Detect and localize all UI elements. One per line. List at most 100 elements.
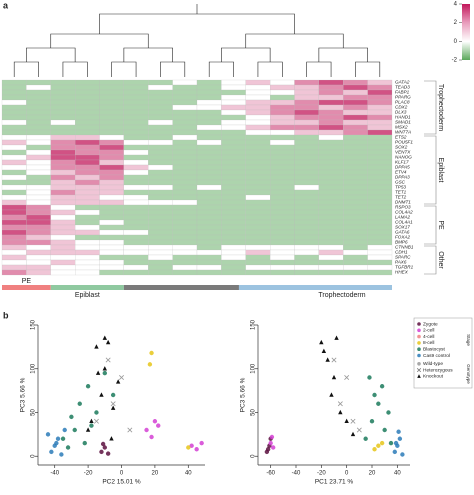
heatmap-cell xyxy=(367,179,393,186)
heatmap-cell xyxy=(245,89,271,96)
heatmap-cell xyxy=(172,84,198,91)
heatmap-cell xyxy=(270,139,295,146)
heatmap-cell xyxy=(123,269,149,276)
heatmap-cell xyxy=(245,204,271,211)
heatmap-cell xyxy=(26,249,51,256)
heatmap-cell xyxy=(221,234,246,241)
heatmap-cell xyxy=(367,214,393,221)
dendrogram-branch xyxy=(50,33,149,48)
heatmap-cell xyxy=(99,99,124,106)
heatmap-cell xyxy=(123,174,149,181)
gene-label: COL4A2 xyxy=(395,210,413,215)
heatmap-cell xyxy=(245,224,271,231)
heatmap-cell xyxy=(99,254,124,261)
heatmap-cell xyxy=(343,94,368,101)
heatmap-cell xyxy=(172,164,198,171)
heatmap-cell xyxy=(270,219,295,226)
heatmap-cell xyxy=(343,104,368,111)
heatmap-cell xyxy=(50,109,76,116)
gene-label: TEAD3 xyxy=(395,85,410,90)
heatmap-cell xyxy=(75,199,100,206)
heatmap-cell xyxy=(50,174,76,181)
heatmap-cell xyxy=(99,174,124,181)
heatmap-cell xyxy=(148,234,173,241)
point xyxy=(269,434,275,440)
point xyxy=(189,443,194,448)
heatmap-cell xyxy=(367,159,393,166)
heatmap-cell xyxy=(148,224,173,231)
row-group-bracket xyxy=(424,135,437,205)
legend-label: Blastocyst xyxy=(423,346,446,352)
heatmap-cell xyxy=(196,84,222,91)
heatmap-cell xyxy=(245,159,271,166)
heatmap-cell xyxy=(343,249,368,256)
heatmap-cell xyxy=(148,199,173,206)
y-tick-label: 100 xyxy=(31,363,37,374)
heatmap-cell xyxy=(50,184,76,191)
point xyxy=(152,419,158,424)
point xyxy=(417,334,421,339)
heatmap-cell xyxy=(196,239,222,246)
heatmap-cell xyxy=(196,209,222,216)
x-tick-label: -20 xyxy=(84,471,93,477)
point xyxy=(45,432,51,437)
heatmap-cell xyxy=(172,249,198,256)
heatmap-cell xyxy=(148,264,173,271)
heatmap-cell xyxy=(99,179,124,186)
heatmap-cell xyxy=(221,124,246,131)
heatmap-cell xyxy=(75,94,100,101)
heatmap-cell xyxy=(367,139,393,146)
x-tick-label: -40 xyxy=(292,471,301,477)
gene-label: GSC xyxy=(395,180,406,185)
row-group-bracket xyxy=(424,205,437,245)
heatmap-cell xyxy=(123,139,149,146)
heatmap-cell xyxy=(294,239,319,246)
heatmap-cell xyxy=(221,89,246,96)
heatmap-cell xyxy=(221,254,246,261)
heatmap-cell xyxy=(75,169,100,176)
heatmap-cell xyxy=(294,169,319,176)
heatmap-cell xyxy=(318,79,344,86)
heatmap-cell xyxy=(221,109,246,116)
heatmap-cell xyxy=(343,184,368,191)
point xyxy=(325,357,330,362)
heatmap-cell xyxy=(50,224,76,231)
heatmap-cell xyxy=(367,204,393,211)
heatmap-cell xyxy=(221,269,246,276)
y-axis-label: PC3 5.66 % xyxy=(240,377,247,412)
gene-label: RSPO3 xyxy=(395,205,411,210)
heatmap-cell xyxy=(294,249,319,256)
row-group-label: Trophectoderm xyxy=(437,84,444,131)
heatmap-cell xyxy=(50,194,76,201)
heatmap-cell xyxy=(318,134,344,141)
heatmap-cell xyxy=(196,114,222,121)
colorbar-tick-label: 2 xyxy=(454,20,458,26)
heatmap-cell xyxy=(172,104,198,111)
heatmap-cell xyxy=(75,104,100,111)
heatmap-cell xyxy=(318,159,344,166)
heatmap-cell xyxy=(123,229,149,236)
heatmap-cell xyxy=(99,249,124,256)
heatmap-cell xyxy=(270,264,295,271)
heatmap-cell xyxy=(270,199,295,206)
point xyxy=(344,375,350,380)
heatmap-cell xyxy=(343,189,368,196)
heatmap-cell xyxy=(1,184,27,191)
heatmap-cell xyxy=(367,254,393,261)
point xyxy=(329,392,334,397)
heatmap-cell xyxy=(75,159,100,166)
heatmap-cell xyxy=(172,209,198,216)
heatmap-cell xyxy=(50,269,76,276)
point xyxy=(396,429,401,434)
point xyxy=(94,410,99,415)
heatmap-cell xyxy=(26,229,51,236)
heatmap-cell xyxy=(245,129,271,136)
heatmap-cell xyxy=(123,99,149,106)
point xyxy=(109,436,114,441)
heatmap-cell xyxy=(50,124,76,131)
row-group-label: PE xyxy=(437,220,444,230)
heatmap-cell xyxy=(318,84,344,91)
gene-label: CTNNB1 xyxy=(395,245,414,250)
heatmap-cell xyxy=(318,174,344,181)
point xyxy=(199,440,204,446)
